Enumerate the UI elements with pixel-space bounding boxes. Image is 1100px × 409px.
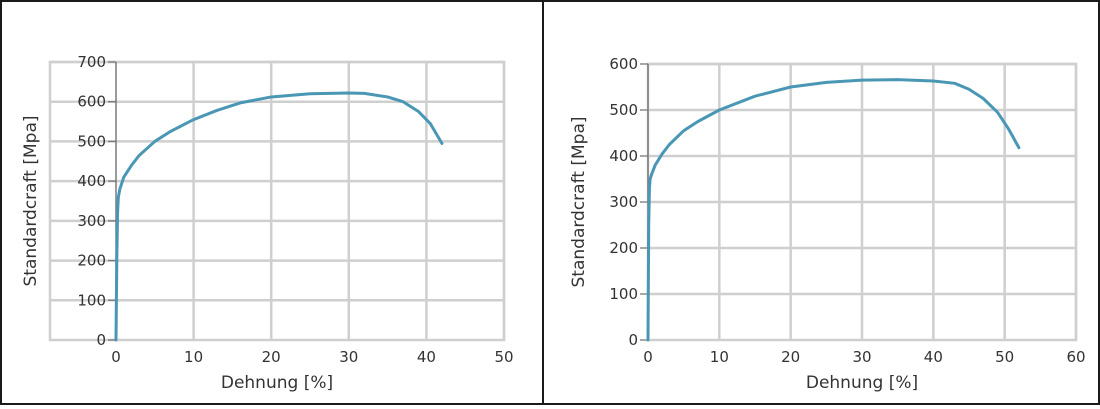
- y-tick-label: 100: [609, 285, 638, 303]
- stress-strain-chart-right: 0 100 200 300 400 500 600 0 10 20 30 40 50 60 Dehnung …: [569, 55, 1086, 393]
- y-tick-label: 400: [609, 147, 638, 165]
- x-tick-label: 40: [417, 348, 436, 366]
- y-tick-label: 700: [77, 53, 106, 71]
- x-axis-title: Dehnung [%]: [221, 373, 333, 393]
- y-tick-label: 100: [77, 291, 106, 309]
- x-tick-label: 20: [262, 348, 281, 366]
- stress-strain-curve: [646, 78, 1021, 342]
- stress-strain-curve: [114, 91, 444, 342]
- y-tick-label: 300: [609, 193, 638, 211]
- chart-panel-right: 0 100 200 300 400 500 600 0 10 20 30 40 50 60 Dehnung …: [542, 0, 1100, 405]
- x-axis-title: Dehnung [%]: [806, 373, 918, 393]
- y-tick-label: 0: [96, 331, 106, 349]
- y-tick-label: 600: [609, 55, 638, 73]
- y-axis-title: Standardcraft [Mpa]: [569, 117, 589, 288]
- x-tick-label: 0: [643, 348, 653, 366]
- x-tick-label: 50: [494, 348, 513, 366]
- y-tick-label: 200: [609, 239, 638, 257]
- x-tick-label: 0: [111, 348, 121, 366]
- x-tick-label: 20: [781, 348, 800, 366]
- x-tick-label: 60: [1066, 348, 1085, 366]
- y-tick-label: 200: [77, 252, 106, 270]
- y-tick-label: 500: [609, 101, 638, 119]
- x-tick-label: 30: [852, 348, 871, 366]
- x-tick-label: 30: [339, 348, 358, 366]
- y-tick-label: 500: [77, 132, 106, 150]
- y-tick-label: 300: [77, 212, 106, 230]
- stress-strain-chart-left: 0 100 200 300 400 500 600 700 0 10 20 30 40 50 Dehnung…: [21, 53, 514, 393]
- y-tick-label: 600: [77, 93, 106, 111]
- y-tick-label: 0: [628, 331, 638, 349]
- chart-panel-left: 0 100 200 300 400 500 600 700 0 10 20 30 40 50 Dehnung…: [0, 0, 544, 405]
- y-axis-title: Standardcraft [Mpa]: [21, 116, 41, 287]
- x-tick-label: 50: [995, 348, 1014, 366]
- x-tick-label: 10: [710, 348, 729, 366]
- x-tick-label: 10: [184, 348, 203, 366]
- y-tick-label: 400: [77, 172, 106, 190]
- x-tick-label: 40: [924, 348, 943, 366]
